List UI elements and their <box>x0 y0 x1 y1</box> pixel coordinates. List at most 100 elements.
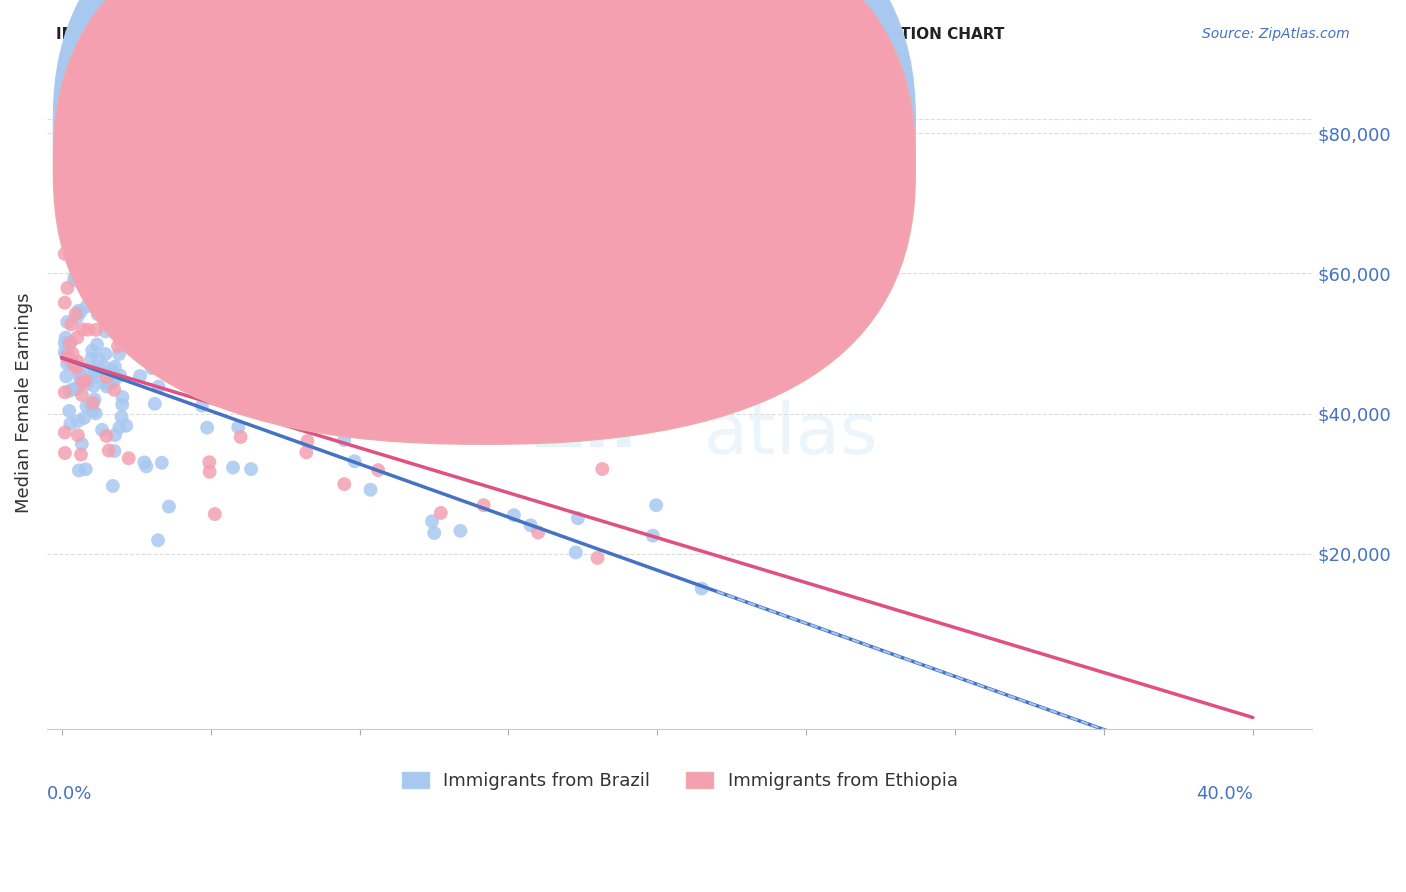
Point <box>97 443 120 458</box>
Point <box>87 352 110 367</box>
Text: Source: ZipAtlas.com: Source: ZipAtlas.com <box>1202 27 1350 41</box>
Text: IMMIGRANTS FROM BRAZIL VS IMMIGRANTS FROM ETHIOPIA MEDIAN FEMALE EARNINGS CORREL: IMMIGRANTS FROM BRAZIL VS IMMIGRANTS FRO… <box>56 27 1005 42</box>
Point <box>111 398 134 412</box>
Text: R =: R = <box>499 118 538 136</box>
Point <box>70 375 93 389</box>
Point <box>73 275 96 289</box>
Point <box>62 382 84 396</box>
Point <box>101 363 124 377</box>
Point <box>146 533 169 548</box>
Point <box>94 325 117 339</box>
Point <box>150 456 173 470</box>
Point <box>86 337 108 351</box>
Point <box>135 459 157 474</box>
Point <box>67 303 90 318</box>
Point <box>53 446 76 460</box>
Point <box>565 545 588 559</box>
Point <box>104 359 127 374</box>
Point <box>240 462 263 476</box>
Point <box>65 307 87 321</box>
Point <box>63 270 86 285</box>
Point <box>430 506 453 520</box>
Point <box>108 277 131 291</box>
Point <box>148 379 170 393</box>
Point <box>103 444 125 458</box>
Point <box>229 430 252 444</box>
Point <box>55 350 77 364</box>
Point <box>63 273 86 287</box>
Point <box>107 339 129 353</box>
Point <box>567 511 589 525</box>
Point <box>84 323 107 337</box>
Point <box>367 463 389 477</box>
Point <box>56 347 79 361</box>
Point <box>204 507 226 521</box>
Point <box>143 397 166 411</box>
Point <box>101 375 124 389</box>
Point <box>53 345 76 359</box>
Point <box>53 295 76 310</box>
Point <box>195 420 218 434</box>
Point <box>70 388 93 402</box>
Point <box>69 305 91 319</box>
Point <box>273 361 295 376</box>
Point <box>53 335 76 350</box>
Point <box>96 429 118 443</box>
Point <box>191 328 214 343</box>
Text: -0.387: -0.387 <box>531 156 596 174</box>
Point <box>134 455 156 469</box>
Point <box>591 462 613 476</box>
Point <box>86 307 108 321</box>
Point <box>59 334 82 349</box>
Point <box>449 524 471 538</box>
Point <box>63 358 86 372</box>
Point <box>80 351 103 366</box>
Point <box>73 411 96 425</box>
Point <box>66 428 89 442</box>
Text: -0.495: -0.495 <box>531 118 596 136</box>
Point <box>527 525 550 540</box>
Point <box>180 378 202 392</box>
Text: atlas: atlas <box>704 400 879 469</box>
Point <box>100 376 122 390</box>
Point <box>502 419 524 434</box>
Point <box>58 384 80 398</box>
Point <box>108 347 131 361</box>
Point <box>75 462 97 476</box>
Point <box>690 582 713 596</box>
Point <box>55 369 77 384</box>
Point <box>297 434 319 448</box>
Point <box>586 550 609 565</box>
Point <box>222 460 245 475</box>
Text: N =: N = <box>598 156 637 174</box>
Text: N =: N = <box>598 118 637 136</box>
Point <box>76 300 98 314</box>
Point <box>104 428 127 442</box>
Point <box>198 455 221 469</box>
Point <box>645 498 668 512</box>
Point <box>62 187 84 202</box>
Point <box>157 500 180 514</box>
Point <box>141 351 163 366</box>
Point <box>53 385 76 400</box>
Point <box>94 347 117 361</box>
Point <box>96 379 118 393</box>
Point <box>333 477 356 491</box>
Y-axis label: Median Female Earnings: Median Female Earnings <box>15 293 32 513</box>
Point <box>94 316 117 330</box>
Point <box>75 279 97 293</box>
Point <box>89 363 111 377</box>
Point <box>82 396 104 410</box>
Point <box>67 368 90 382</box>
Point <box>77 323 100 337</box>
Point <box>82 404 104 418</box>
Point <box>60 355 83 369</box>
Point <box>70 437 93 451</box>
Point <box>129 369 152 384</box>
Point <box>141 361 163 376</box>
Point <box>66 310 89 324</box>
Point <box>91 278 114 293</box>
Point <box>115 418 138 433</box>
Point <box>295 445 318 459</box>
Point <box>420 514 443 528</box>
